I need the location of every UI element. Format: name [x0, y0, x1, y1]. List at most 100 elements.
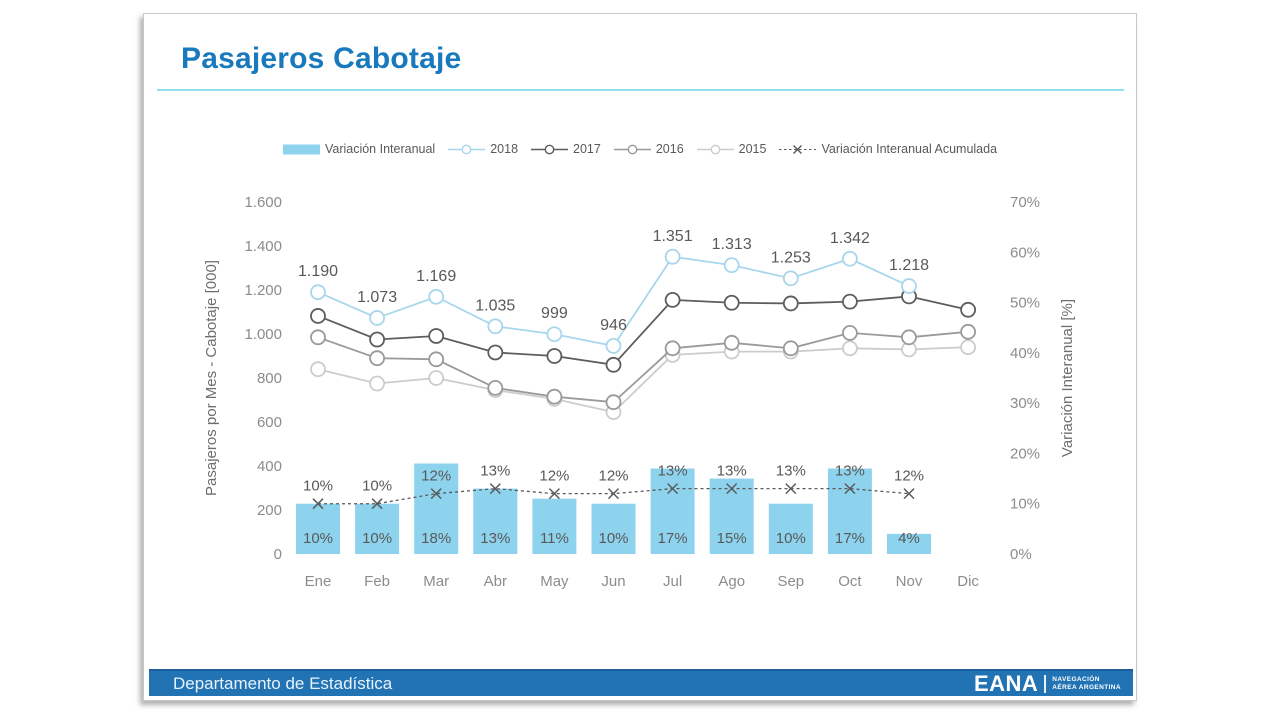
bar-label: 18% — [421, 530, 451, 547]
series-marker-2017 — [723, 294, 740, 311]
series-marker-2017 — [782, 295, 799, 312]
acumulada-label: 13% — [480, 463, 510, 480]
bar-label: 17% — [658, 530, 688, 547]
legend-item: Variación Interanual — [282, 142, 435, 156]
acumulada-label: 10% — [362, 478, 392, 495]
series-marker-2016 — [723, 334, 740, 351]
eana-logo: EANA NAVEGACIÓN AÉREA ARGENTINA — [974, 671, 1133, 697]
left-axis-tick: 1.600 — [244, 194, 282, 211]
series-marker-2017 — [428, 328, 445, 344]
left-axis-tick: 400 — [257, 458, 282, 475]
value-label-2018: 946 — [600, 317, 627, 334]
eana-logo-subtitle: NAVEGACIÓN AÉREA ARGENTINA — [1052, 675, 1121, 691]
bar-label: 10% — [362, 530, 392, 547]
series-marker-2016 — [782, 340, 799, 357]
footer-department: Departamento de Estadística — [173, 673, 393, 693]
acumulada-label: 10% — [303, 478, 333, 495]
bar — [473, 488, 518, 554]
value-label-2018: 1.035 — [475, 297, 515, 314]
legend-label: 2016 — [655, 142, 684, 156]
legend-item: Variación Interanual Acumulada — [779, 142, 997, 156]
series-marker-2016 — [605, 394, 622, 411]
x-marker — [489, 483, 501, 495]
value-label-2018: 1.169 — [416, 268, 456, 285]
value-label-2018: 1.351 — [653, 228, 693, 245]
series-marker-2016 — [546, 388, 563, 405]
bar — [532, 498, 577, 554]
page-title: Pasajeros Cabotaje — [181, 42, 462, 75]
left-axis-tick: 600 — [257, 414, 282, 431]
footer-bar: Departamento de Estadística EANA NAVEGAC… — [149, 669, 1133, 696]
right-axis-tick: 40% — [1010, 345, 1040, 362]
series-marker-2018 — [369, 310, 386, 326]
right-axis-tick: 10% — [1010, 496, 1040, 513]
value-label-2018: 1.342 — [830, 230, 870, 247]
acumulada-label: 12% — [421, 468, 451, 485]
left-axis-tick: 1.400 — [244, 238, 282, 255]
x-axis-label: Dic — [957, 573, 979, 590]
legend-line-swatch-icon — [696, 144, 734, 154]
x-marker — [312, 498, 324, 510]
legend-bar-swatch-icon — [282, 144, 320, 154]
chart-legend: Variación Interanual 2018 2017 2016 2015 Vari… — [144, 142, 1136, 156]
bar — [827, 468, 872, 554]
eana-logo-text: EANA — [973, 670, 1039, 696]
legend-line-swatch-icon — [448, 144, 486, 154]
slide: Pasajeros Cabotaje Variación Interanual 2… — [143, 13, 1137, 701]
value-label-2018: 1.218 — [889, 257, 929, 274]
series-line-2015 — [317, 346, 969, 414]
acumulada-label: 13% — [776, 463, 806, 480]
acumulada-label: 13% — [658, 463, 688, 480]
bar — [709, 478, 754, 554]
x-axis-label: Ago — [718, 573, 745, 590]
x-marker — [667, 483, 679, 495]
series-marker-2015 — [310, 361, 326, 378]
series-marker-2018 — [901, 278, 917, 294]
value-label-2018: 999 — [541, 305, 568, 322]
right-axis-tick: 0% — [1010, 546, 1032, 563]
left-axis-tick: 1.000 — [244, 326, 282, 343]
x-marker — [430, 488, 442, 500]
bar-label: 11% — [540, 530, 569, 547]
x-axis-label: Ene — [305, 573, 332, 590]
series-marker-2016 — [901, 329, 917, 346]
x-marker — [726, 483, 738, 495]
acumulada-label: 12% — [894, 468, 924, 485]
legend-label: 2015 — [738, 142, 767, 156]
acumulada-label: 13% — [717, 463, 747, 480]
series-marker-2016 — [369, 350, 386, 367]
right-axis-tick: 50% — [1010, 295, 1040, 312]
series-marker-2018 — [782, 270, 799, 287]
series-marker-2017 — [605, 356, 622, 373]
right-axis-tick: 60% — [1010, 244, 1040, 261]
legend-label: Variación Interanual Acumulada — [821, 142, 998, 156]
series-marker-2018 — [842, 250, 858, 267]
series-marker-2017 — [369, 331, 386, 348]
series-marker-2018 — [546, 326, 563, 343]
left-axis-title: Pasajeros por Mes - Cabotaje [000] — [203, 260, 220, 496]
bar — [355, 503, 400, 554]
x-axis-label: Abr — [484, 573, 507, 590]
legend-label: 2017 — [573, 142, 601, 156]
right-axis-tick: 20% — [1010, 445, 1040, 462]
series-marker-2016 — [842, 324, 858, 341]
series-marker-2017 — [664, 292, 681, 308]
bar-label: 4% — [898, 530, 920, 547]
x-marker — [607, 488, 620, 500]
legend-line-swatch-icon — [531, 144, 569, 154]
series-line-2017 — [317, 295, 969, 366]
legend-item: 2017 — [531, 142, 601, 156]
x-marker — [548, 488, 560, 500]
legend-label: 2018 — [490, 142, 519, 156]
acumulada-label: 13% — [835, 463, 865, 480]
title-underline — [157, 89, 1124, 91]
value-label-2018: 1.190 — [298, 263, 338, 280]
series-marker-2017 — [960, 301, 976, 318]
right-axis-tick: 70% — [1010, 194, 1040, 211]
series-marker-2018 — [487, 318, 504, 335]
series-marker-2015 — [428, 370, 445, 386]
bar-label: 13% — [480, 530, 510, 547]
logo-divider — [1044, 674, 1047, 693]
series-marker-2018 — [428, 288, 445, 305]
x-axis-label: Jul — [663, 573, 682, 590]
